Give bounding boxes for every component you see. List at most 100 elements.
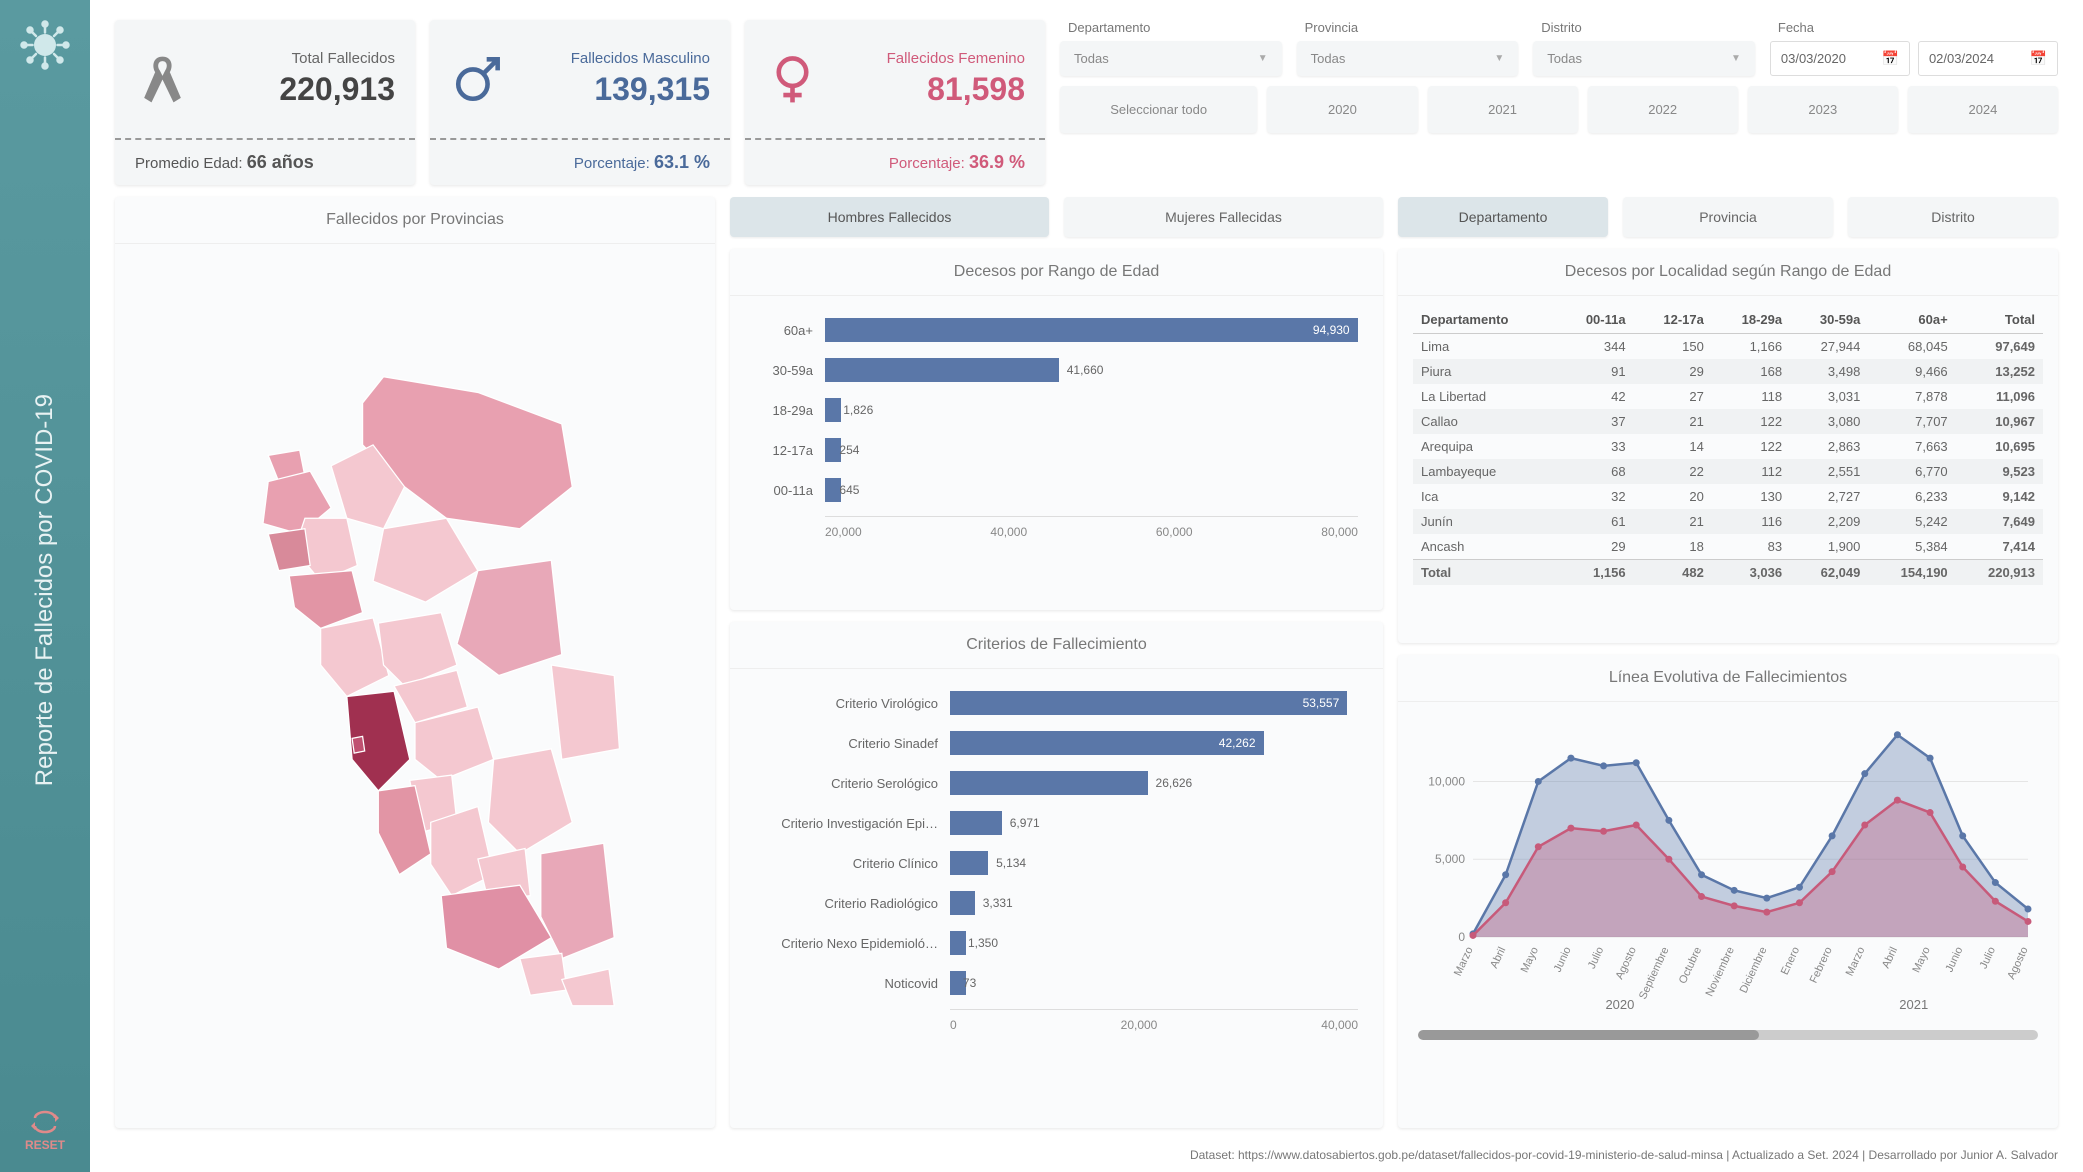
bar-fill[interactable]: 53,557 [950,691,1347,715]
axis-tick: 20,000 [1121,1018,1158,1032]
svg-text:Abril: Abril [1880,945,1900,970]
table-row[interactable]: Ancash2918831,9005,3847,414 [1413,534,2043,560]
table-header[interactable]: 12-17a [1634,306,1712,334]
bar-fill[interactable]: 94,930 [825,318,1358,342]
bar-row: Noticovid73 [755,969,1358,997]
bar-row: Criterio Radiológico 3,331 [755,889,1358,917]
bar-fill[interactable] [950,891,975,915]
bar-label: Criterio Radiológico [755,896,950,911]
bar-label: Criterio Virológico [755,696,950,711]
bar-value: 254 [839,438,859,462]
age-chart-panel: Decesos por Rango de Edad 60a+94,93030-5… [730,249,1383,610]
svg-text:2020: 2020 [1605,997,1634,1012]
tab-button[interactable]: Provincia [1623,197,1833,237]
provincia-dropdown[interactable]: Todas▼ [1297,41,1519,76]
virus-icon [20,20,70,70]
female-icon [765,52,820,107]
table-header[interactable]: Departamento [1413,306,1556,334]
table-row[interactable]: Lima3441501,16627,94468,04597,649 [1413,334,2043,360]
filter-provincia: Provincia Todas▼ [1297,20,1519,76]
ribbon-icon [135,52,190,107]
table-row[interactable]: La Libertad42271183,0317,87811,096 [1413,384,2043,409]
bar-row: Criterio Virológico53,557 [755,689,1358,717]
table-row[interactable]: Ica32201302,7276,2339,142 [1413,484,2043,509]
kpi-male: Fallecidos Masculino 139,315 Porcentaje:… [430,20,730,185]
bar-label: 18-29a [755,403,825,418]
bar-value: 1,350 [968,931,998,955]
criteria-chart-panel: Criterios de Fallecimiento Criterio Viro… [730,622,1383,1128]
bar-fill[interactable] [950,931,966,955]
chevron-down-icon: ▼ [1494,53,1504,64]
bar-value: 3,331 [983,891,1013,915]
peru-map[interactable] [205,361,625,1011]
table-row[interactable]: Piura91291683,4989,46613,252 [1413,359,2043,384]
year-button[interactable]: 2020 [1267,86,1417,133]
filters: Departamento Todas▼ Provincia Todas▼ Dis… [1060,20,2058,185]
distrito-dropdown[interactable]: Todas▼ [1533,41,1755,76]
tab-button[interactable]: Distrito [1848,197,2058,237]
bar-fill[interactable] [950,771,1148,795]
scrollbar[interactable] [1418,1030,2038,1040]
filter-fecha: Fecha 03/03/2020📅 02/03/2024📅 [1770,20,2058,76]
bar-fill[interactable]: 42,262 [950,731,1264,755]
bar-row: Criterio Nexo Epidemioló…1,350 [755,929,1358,957]
year-button[interactable]: Seleccionar todo [1060,86,1257,133]
bar-row: 12-17a254 [755,436,1358,464]
bar-label: Noticovid [755,976,950,991]
date-from-input[interactable]: 03/03/2020📅 [1770,41,1910,76]
bar-fill[interactable] [825,398,841,422]
footer: Dataset: https://www.datosabiertos.gob.p… [115,1140,2058,1162]
bar-row: Criterio Clínico5,134 [755,849,1358,877]
year-button[interactable]: 2023 [1748,86,1898,133]
svg-text:5,000: 5,000 [1435,852,1465,866]
table-total-row: Total1,1564823,03662,049154,190220,913 [1413,560,2043,586]
table-header[interactable]: 00-11a [1556,306,1633,334]
date-to-input[interactable]: 02/03/2024📅 [1918,41,2058,76]
app-root: Reporte de Fallecidos por COVID-19 RESET… [0,0,2083,1172]
line-chart-panel: Línea Evolutiva de Fallecimientos 05,000… [1398,655,2058,1128]
axis-tick: 20,000 [825,525,862,539]
bar-label: Criterio Clínico [755,856,950,871]
svg-text:Agosto: Agosto [1614,945,1639,981]
svg-text:0: 0 [1458,930,1465,944]
loc-table-title: Decesos por Localidad según Rango de Eda… [1398,249,2058,296]
table-header[interactable]: 18-29a [1712,306,1790,334]
table-row[interactable]: Arequipa33141222,8637,66310,695 [1413,434,2043,459]
svg-text:10,000: 10,000 [1428,775,1465,789]
line-chart: 05,00010,000MarzoAbrilMayoJunioJulioAgos… [1418,717,2038,1017]
year-button[interactable]: 2022 [1588,86,1738,133]
bar-fill[interactable] [950,811,1002,835]
axis-tick: 80,000 [1321,525,1358,539]
year-button[interactable]: 2021 [1428,86,1578,133]
content-row: Fallecidos por Provincias [115,197,2058,1128]
bar-label: 60a+ [755,323,825,338]
table-header[interactable]: Total [1956,306,2043,334]
tab-button[interactable]: Hombres Fallecidos [730,197,1049,237]
svg-text:Junio: Junio [1552,945,1574,974]
bar-label: Criterio Serológico [755,776,950,791]
svg-text:Marzo: Marzo [1452,945,1476,978]
table-row[interactable]: Lambayeque68221122,5516,7709,523 [1413,459,2043,484]
year-button[interactable]: 2024 [1908,86,2058,133]
year-selector: Seleccionar todo20202021202220232024 [1060,86,2058,133]
table-header[interactable]: 60a+ [1868,306,1955,334]
bar-row: 60a+94,930 [755,316,1358,344]
male-icon [450,52,505,107]
svg-text:Diciembre: Diciembre [1738,945,1770,995]
reset-button[interactable]: RESET [25,1110,65,1152]
sidebar: Reporte de Fallecidos por COVID-19 RESET [0,0,90,1172]
tab-button[interactable]: Mujeres Fallecidas [1064,197,1383,237]
bar-fill[interactable] [825,358,1059,382]
kpi-female-label: Fallecidos Femenino [840,50,1025,67]
departamento-dropdown[interactable]: Todas▼ [1060,41,1282,76]
table-row[interactable]: Callao37211223,0807,70710,967 [1413,409,2043,434]
criteria-chart: Criterio Virológico53,557Criterio Sinade… [730,669,1383,1052]
kpi-row: Total Fallecidos 220,913 Promedio Edad: … [115,20,2058,185]
tab-button[interactable]: Departamento [1398,197,1608,237]
map-title: Fallecidos por Provincias [115,197,715,244]
table-row[interactable]: Junín61211162,2095,2427,649 [1413,509,2043,534]
table-header[interactable]: 30-59a [1790,306,1868,334]
sidebar-title: Reporte de Fallecidos por COVID-19 [31,394,59,786]
bar-fill[interactable] [950,851,988,875]
main: Total Fallecidos 220,913 Promedio Edad: … [90,0,2083,1172]
